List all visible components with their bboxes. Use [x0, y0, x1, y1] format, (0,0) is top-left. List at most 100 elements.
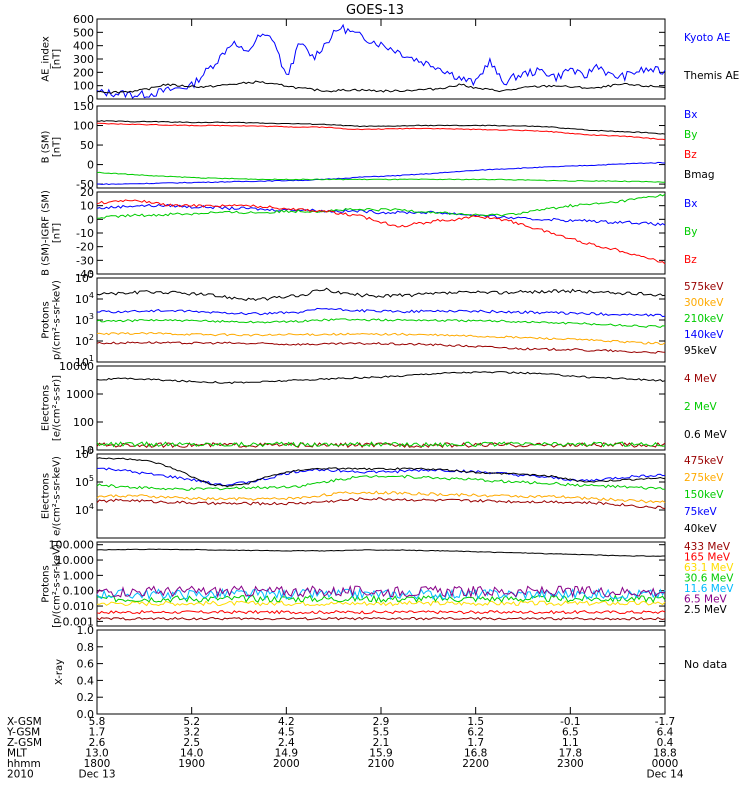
legend-entry: By [684, 226, 697, 238]
legend-entry: By [684, 129, 697, 141]
panel-8: 0.0 0.2 0.4 0.6 0.8 1.0 X-ray No data [54, 624, 727, 721]
y-tick-label: 600 [73, 13, 94, 26]
y-axis-label: [nT] [52, 223, 63, 243]
x-axis-value: 1.7 [89, 727, 106, 739]
series-line-40kev [96, 457, 666, 488]
series-line-by [96, 193, 666, 219]
x-axis-value: 5.2 [183, 716, 200, 728]
legend-entry: Bmag [684, 169, 715, 181]
y-tick-label: 0.100 [63, 585, 95, 598]
y-tick-label: 102 [75, 333, 94, 348]
legend-entry: 433 MeV [684, 541, 731, 553]
y-tick-label: 100 [73, 120, 94, 133]
series-line-210kev [96, 318, 666, 328]
y-axis-label: p/(cm²-s-sr-keV) [52, 280, 63, 360]
y-axis-label: Electrons [41, 473, 52, 519]
y-tick-label: 103 [75, 312, 94, 327]
plot-title: GOES-13 [346, 3, 404, 18]
x-axis-value: 1.1 [562, 737, 579, 749]
y-tick-label: 400 [73, 40, 94, 53]
x-axis-row-label: X-GSM [7, 716, 42, 728]
series-line-kyoto-ae [96, 23, 666, 99]
y-axis-label: B (SM)-IGRF (SM) [41, 190, 52, 276]
panel-frame [96, 453, 666, 539]
y-tick-label: 0.010 [63, 600, 95, 613]
x-axis-value: 14.0 [180, 748, 203, 760]
panel-6: 104 105 106 Electrons e/(cm²-s-sr-keV) 475keV… [41, 446, 724, 539]
x-axis-value: 5.5 [373, 727, 390, 739]
series-line-575kev [96, 341, 666, 354]
y-tick-label: 1000 [66, 388, 94, 401]
y-axis-label: [e/(cm²-s-sr)] [52, 375, 63, 441]
y-tick-label: 100.000 [49, 539, 95, 552]
series-line-6.5-mev [96, 584, 666, 599]
series-line-275kev [96, 490, 666, 504]
legend-entry: Bx [684, 109, 697, 121]
x-axis-value: 5.8 [89, 716, 106, 728]
x-axis-value: 2000 [273, 758, 300, 770]
x-axis-value: Dec 13 [78, 769, 115, 781]
y-axis-label: Electrons [41, 385, 52, 431]
y-axis-label: [nT] [52, 49, 63, 69]
y-axis-label: Protons [41, 301, 52, 338]
y-tick-label: 50 [80, 139, 94, 152]
legend-entry: 6.5 MeV [684, 594, 728, 606]
x-axis-value: 4.2 [278, 716, 295, 728]
x-axis-value: 2100 [368, 758, 395, 770]
x-axis-value: 2200 [462, 758, 489, 770]
y-tick-label: 200 [73, 66, 94, 79]
x-axis-value: 1900 [178, 758, 205, 770]
series-line-2.5-mev [96, 548, 665, 557]
legend-entry: 475keV [684, 455, 724, 467]
y-axis-label: AE_index [41, 36, 52, 82]
y-axis-label: [p/(cm²-s-sr-keV)] [52, 540, 63, 628]
y-tick-label: 0.8 [77, 641, 95, 654]
panel-frame [96, 541, 666, 627]
legend-entry: 2.5 MeV [684, 604, 728, 616]
series-line-475kev [96, 497, 666, 510]
y-tick-label: 10.000 [56, 554, 95, 567]
y-tick-label: -10 [76, 227, 94, 240]
series-line-150kev [96, 474, 665, 491]
legend-entry: 2 MeV [684, 401, 718, 413]
panel-frame [96, 365, 666, 451]
x-axis-value: 18.8 [653, 748, 676, 760]
y-tick-label: 0.4 [77, 674, 95, 687]
legend-entry: 300keV [684, 297, 724, 309]
x-axis-value: Dec 14 [646, 769, 683, 781]
y-tick-label: 0.001 [63, 615, 95, 628]
x-axis-value: 1.5 [467, 716, 484, 728]
x-axis-value: 1.7 [467, 737, 484, 749]
series-line-140kev [96, 307, 666, 318]
y-tick-label: 104 [75, 502, 94, 517]
series-line-0.6-mev [96, 371, 666, 385]
x-axis-value: 2.1 [373, 737, 390, 749]
y-tick-label: -40 [76, 268, 94, 281]
legend-entry: Bz [684, 254, 697, 266]
x-axis-value: 3.2 [183, 727, 200, 739]
y-tick-label: 0.6 [77, 658, 95, 671]
series-line-bmag [96, 120, 666, 135]
x-axis-value: 2.4 [278, 737, 295, 749]
x-axis-value: 1800 [84, 758, 111, 770]
y-axis-label: e/(cm²-s-sr-keV) [52, 456, 63, 536]
series-line-themis-ae [96, 80, 666, 94]
no-data-label: No data [684, 658, 727, 671]
y-tick-label: 10000 [59, 360, 94, 373]
legend-entry: 75keV [684, 506, 718, 518]
y-tick-label: 106 [75, 446, 94, 461]
x-axis-row-label: 2010 [7, 769, 34, 781]
x-axis-value: 0.4 [657, 737, 674, 749]
x-axis-value: 6.5 [562, 727, 579, 739]
legend-entry: 140keV [684, 329, 724, 341]
y-axis-label: [nT] [52, 137, 63, 157]
series-line-bx [96, 203, 666, 226]
y-tick-label: 105 [75, 270, 94, 285]
series-line-95kev [96, 287, 666, 302]
y-tick-label: 1.000 [63, 569, 95, 582]
x-axis-value: 17.8 [559, 748, 582, 760]
